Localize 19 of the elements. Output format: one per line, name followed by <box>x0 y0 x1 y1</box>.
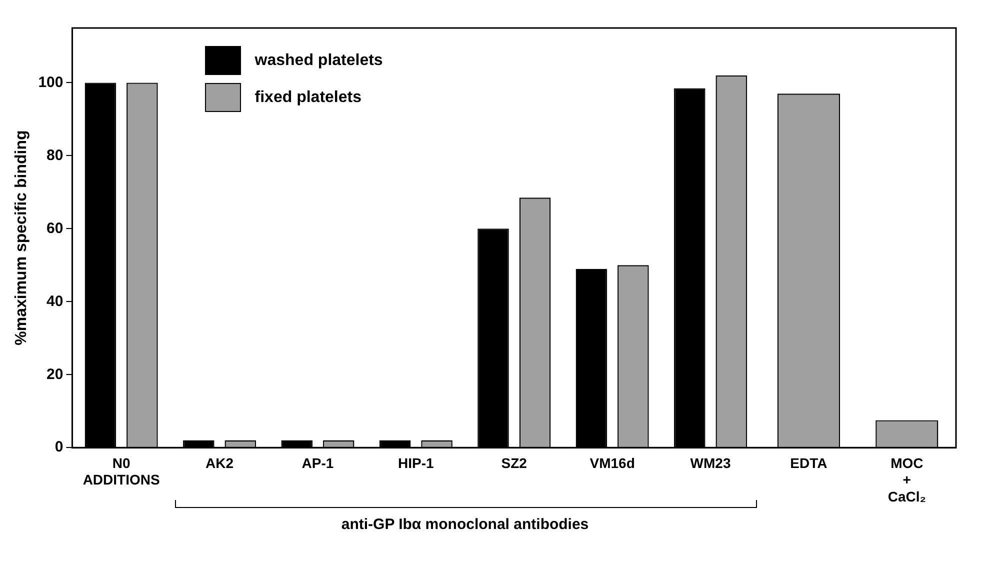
y-tick-label: 40 <box>46 292 64 310</box>
y-tick-label: 100 <box>38 74 64 91</box>
y-tick-label: 80 <box>46 146 64 164</box>
x-tick-label: AP-1 <box>302 454 334 471</box>
x-tick-label: N0 ADDITIONS <box>82 454 160 488</box>
x-tick-label: AK2 <box>206 454 234 471</box>
y-axis-title: %maximum specific binding <box>13 130 30 346</box>
y-tick-label: 0 <box>54 438 64 456</box>
y-tick-label: 20 <box>46 366 64 383</box>
x-tick-label: EDTA <box>790 454 828 471</box>
x-axis-title: anti-GP Ibα monoclonal antibodies <box>340 516 590 533</box>
x-tick-label: VM16d <box>590 454 635 471</box>
legend-label: fixed platelets <box>254 88 362 106</box>
x-tick-label: WM23 <box>690 454 731 471</box>
legend-label: washed platelets <box>254 52 383 70</box>
x-tick-label: HIP-1 <box>398 454 434 471</box>
x-tick-label: SZ2 <box>501 454 528 471</box>
x-tick-label: MOC + CaCl₂ <box>888 454 926 504</box>
y-tick-label: 60 <box>46 220 64 237</box>
